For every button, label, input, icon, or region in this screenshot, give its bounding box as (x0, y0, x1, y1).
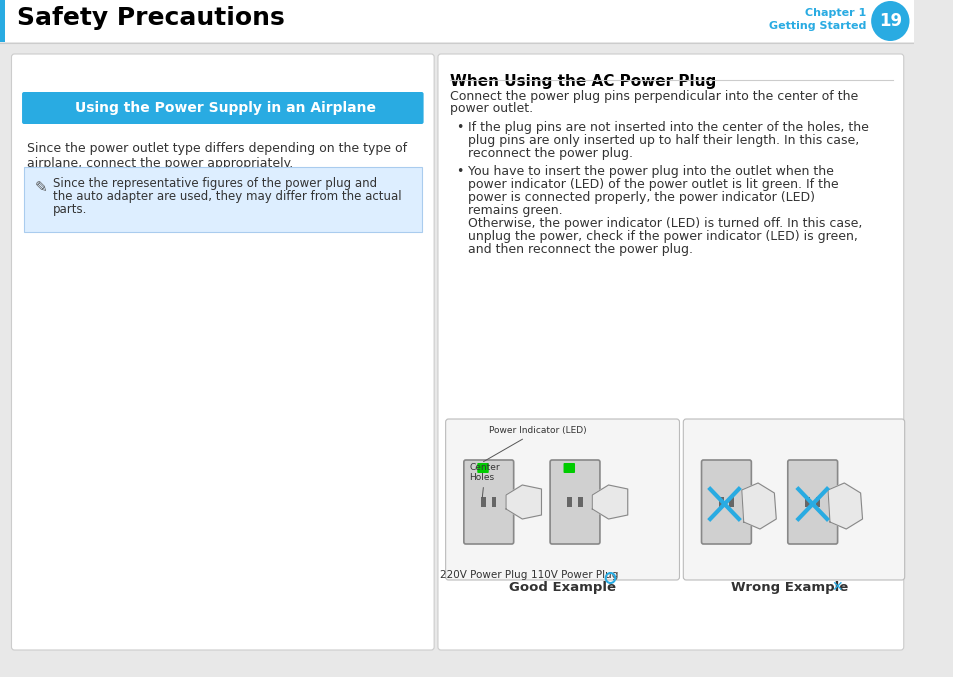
Bar (567, 497, 572, 507)
Bar (480, 497, 485, 507)
Text: 220V Power Plug: 220V Power Plug (440, 570, 527, 580)
FancyBboxPatch shape (437, 54, 902, 650)
Text: Connect the power plug pins perpendicular into the center of the: Connect the power plug pins perpendicula… (450, 90, 858, 103)
Polygon shape (741, 483, 776, 529)
Text: ✕: ✕ (830, 580, 841, 594)
FancyBboxPatch shape (700, 460, 751, 544)
Bar (578, 497, 582, 507)
Text: and then reconnect the power plug.: and then reconnect the power plug. (467, 243, 692, 256)
Text: Safety Precautions: Safety Precautions (17, 6, 285, 30)
Bar (815, 497, 820, 507)
Text: remains green.: remains green. (467, 204, 561, 217)
Text: 19: 19 (878, 12, 901, 30)
Text: reconnect the power plug.: reconnect the power plug. (467, 147, 632, 160)
Text: 110V Power Plug: 110V Power Plug (531, 570, 618, 580)
Text: •: • (456, 165, 463, 178)
Text: Wrong Example: Wrong Example (730, 581, 847, 594)
Bar (728, 497, 734, 507)
FancyBboxPatch shape (682, 419, 903, 580)
FancyBboxPatch shape (787, 460, 837, 544)
FancyBboxPatch shape (463, 460, 513, 544)
FancyBboxPatch shape (445, 419, 679, 580)
FancyBboxPatch shape (22, 92, 423, 124)
Text: If the plug pins are not inserted into the center of the holes, the: If the plug pins are not inserted into t… (467, 121, 867, 134)
Text: unplug the power, check if the power indicator (LED) is green,: unplug the power, check if the power ind… (467, 230, 857, 243)
Bar (804, 497, 809, 507)
Circle shape (870, 1, 908, 41)
Polygon shape (827, 483, 862, 529)
FancyBboxPatch shape (563, 463, 575, 473)
Polygon shape (505, 485, 541, 519)
Text: •: • (456, 121, 463, 134)
FancyBboxPatch shape (0, 0, 913, 42)
Text: You have to insert the power plug into the outlet when the: You have to insert the power plug into t… (467, 165, 833, 178)
Text: power is connected properly, the power indicator (LED): power is connected properly, the power i… (467, 191, 814, 204)
Text: power indicator (LED) of the power outlet is lit green. If the: power indicator (LED) of the power outle… (467, 178, 838, 191)
FancyBboxPatch shape (0, 43, 913, 677)
Text: airplane, connect the power appropriately.: airplane, connect the power appropriatel… (27, 157, 293, 170)
Text: the auto adapter are used, they may differ from the actual: the auto adapter are used, they may diff… (52, 190, 401, 203)
FancyBboxPatch shape (24, 167, 421, 232)
Text: power outlet.: power outlet. (450, 102, 533, 115)
Bar (718, 497, 722, 507)
Text: parts.: parts. (52, 203, 87, 216)
Text: ✎: ✎ (34, 180, 48, 195)
FancyBboxPatch shape (11, 54, 434, 650)
Bar (491, 497, 496, 507)
Text: Getting Started: Getting Started (768, 21, 865, 31)
Text: plug pins are only inserted up to half their length. In this case,: plug pins are only inserted up to half t… (467, 134, 858, 147)
FancyBboxPatch shape (476, 463, 488, 473)
FancyBboxPatch shape (550, 460, 599, 544)
Text: Center
Holes: Center Holes (469, 462, 499, 497)
Text: Since the power outlet type differs depending on the type of: Since the power outlet type differs depe… (27, 142, 407, 155)
Text: When Using the AC Power Plug: When Using the AC Power Plug (450, 74, 716, 89)
Text: Since the representative figures of the power plug and: Since the representative figures of the … (52, 177, 376, 190)
Polygon shape (592, 485, 627, 519)
Text: Good Example: Good Example (509, 581, 616, 594)
Text: Chapter 1: Chapter 1 (804, 8, 865, 18)
Text: Using the Power Supply in an Airplane: Using the Power Supply in an Airplane (74, 101, 375, 115)
Text: Otherwise, the power indicator (LED) is turned off. In this case,: Otherwise, the power indicator (LED) is … (467, 217, 862, 230)
Text: Power Indicator (LED): Power Indicator (LED) (483, 426, 586, 462)
FancyBboxPatch shape (0, 0, 5, 42)
